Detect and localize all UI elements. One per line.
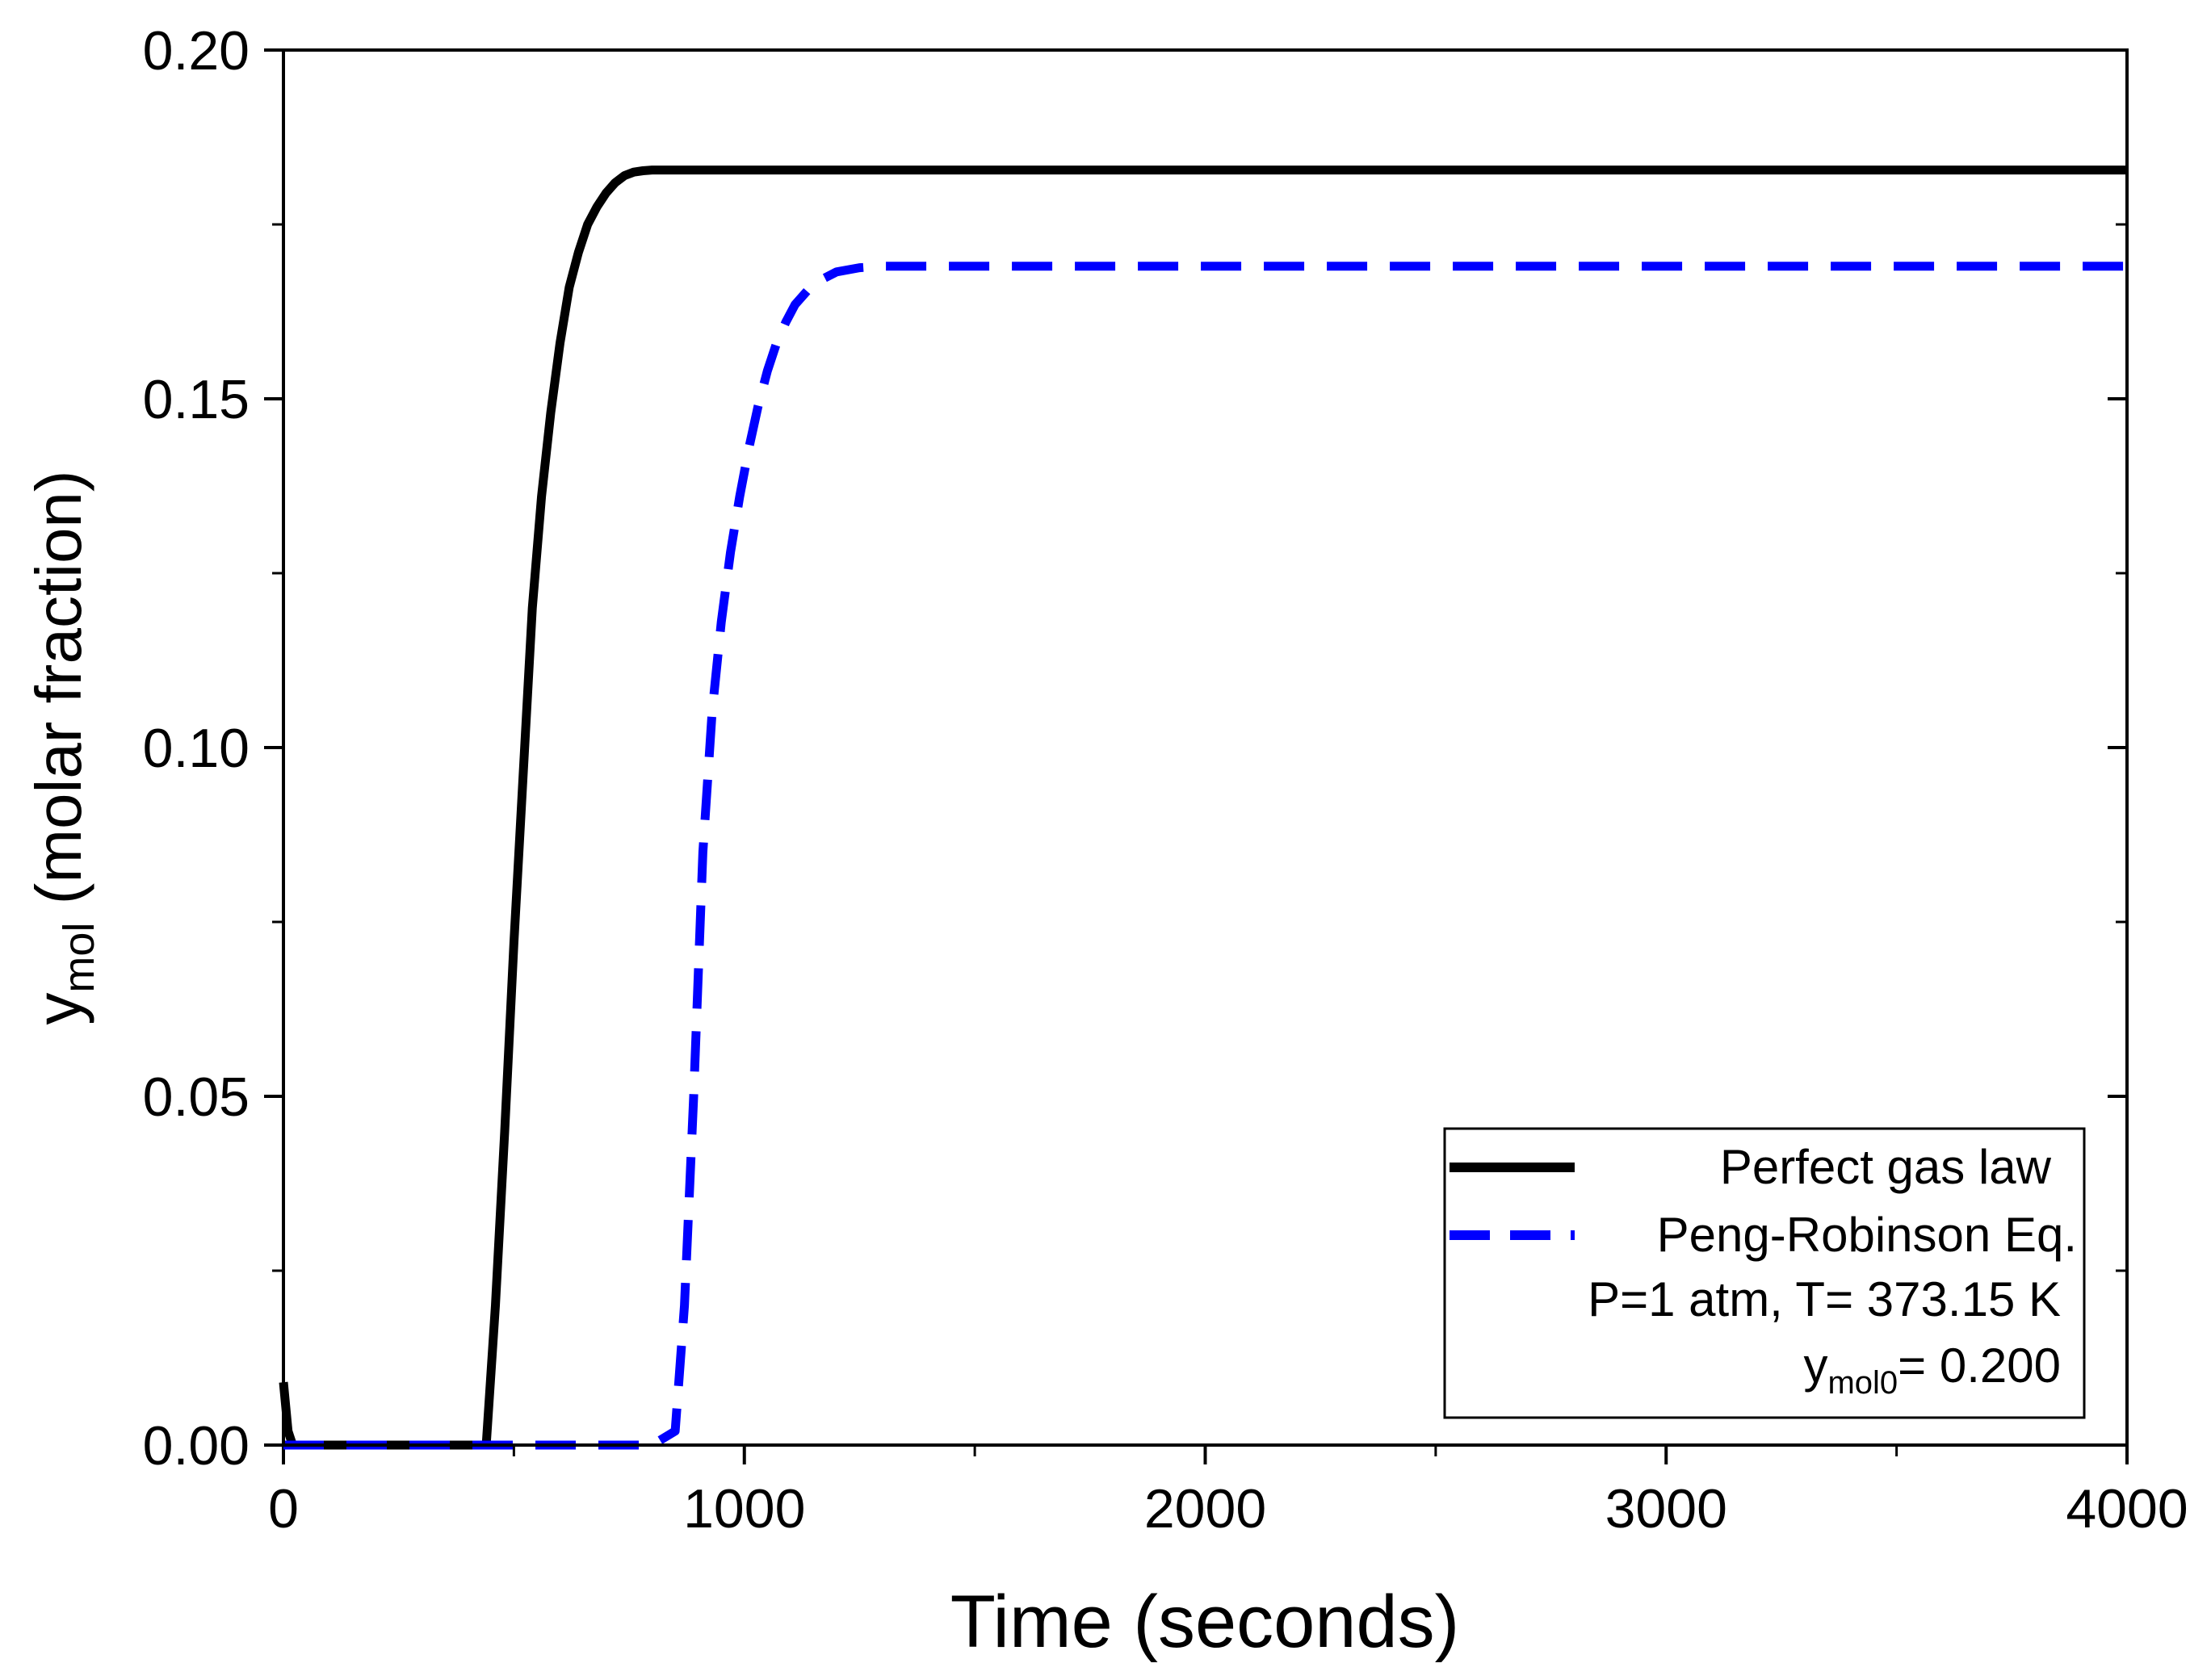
x-axis-label: Time (seconds) <box>950 1581 1460 1663</box>
x-tick-label: 3000 <box>1605 1478 1727 1540</box>
legend-box <box>1443 1127 2086 1419</box>
y-axis-label-subscript: mol <box>55 923 103 993</box>
y-axis-ticks: 0.00 0.05 0.10 0.15 0.20 <box>143 20 2127 1477</box>
y-tick-label: 0.00 <box>143 1415 250 1477</box>
legend-label-perfect-gas: Perfect gas law <box>1720 1140 2052 1194</box>
x-tick-label: 4000 <box>2066 1478 2188 1540</box>
y-tick-label: 0.15 <box>143 369 250 430</box>
x-tick-label: 2000 <box>1144 1478 1266 1540</box>
y-tick-label: 0.20 <box>143 20 250 82</box>
y-axis-label: ymol (molar fraction) <box>23 470 103 1024</box>
legend: Perfect gas law Peng-Robinson Eq. P=1 at… <box>1443 1127 2086 1419</box>
y-tick-label: 0.10 <box>143 718 250 779</box>
y-tick-label: 0.05 <box>143 1066 250 1128</box>
legend-conditions: P=1 atm, T= 373.15 K <box>1588 1272 2061 1326</box>
legend-label-peng-robinson: Peng-Robinson Eq. <box>1657 1208 2077 1262</box>
x-tick-label: 0 <box>268 1478 299 1540</box>
legend-initial-value: = 0.200 <box>1898 1339 2061 1393</box>
x-axis-ticks: 0 1000 2000 3000 4000 <box>268 1445 2188 1540</box>
y-axis-label-main: y <box>23 993 94 1025</box>
plot-frame <box>282 48 2129 1447</box>
y-axis-label-rest: (molar fraction) <box>23 470 94 922</box>
legend-initial-fraction: ymol0= 0.200 <box>1803 1339 2061 1401</box>
legend-initial-main: y <box>1803 1339 1827 1393</box>
legend-initial-subscript: mol0 <box>1827 1365 1898 1401</box>
x-tick-label: 1000 <box>683 1478 805 1540</box>
